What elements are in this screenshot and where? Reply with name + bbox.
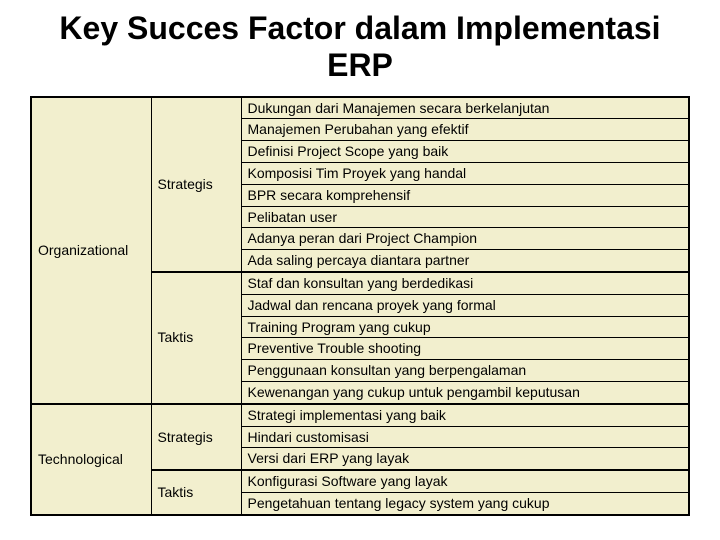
factor-cell: Training Program yang cukup: [241, 316, 689, 338]
factor-cell: Komposisi Tim Proyek yang handal: [241, 162, 689, 184]
dimension-cell: Organizational: [31, 97, 151, 404]
type-cell: Strategis: [151, 97, 241, 272]
factor-cell: Jadwal dan rencana proyek yang formal: [241, 294, 689, 316]
factor-cell: Hindari customisasi: [241, 426, 689, 448]
factor-cell: Konfigurasi Software yang layak: [241, 470, 689, 492]
factor-cell: Versi dari ERP yang layak: [241, 448, 689, 470]
type-cell: Taktis: [151, 272, 241, 404]
type-cell: Strategis: [151, 404, 241, 470]
slide: Key Succes Factor dalam Implementasi ERP…: [0, 0, 720, 540]
dimension-cell: Technological: [31, 404, 151, 515]
factor-cell: Pengetahuan tentang legacy system yang c…: [241, 492, 689, 514]
factor-cell: Manajemen Perubahan yang efektif: [241, 119, 689, 141]
slide-title: Key Succes Factor dalam Implementasi ERP: [30, 10, 690, 84]
table-row: OrganizationalStrategisDukungan dari Man…: [31, 97, 689, 119]
factor-cell: Staf dan konsultan yang berdedikasi: [241, 272, 689, 294]
type-cell: Taktis: [151, 470, 241, 515]
factor-cell: Preventive Trouble shooting: [241, 338, 689, 360]
factor-cell: BPR secara komprehensif: [241, 184, 689, 206]
ksf-table-wrap: OrganizationalStrategisDukungan dari Man…: [30, 96, 690, 516]
factor-cell: Adanya peran dari Project Champion: [241, 228, 689, 250]
factor-cell: Ada saling percaya diantara partner: [241, 250, 689, 272]
table-row: TechnologicalStrategisStrategi implement…: [31, 404, 689, 426]
ksf-table: OrganizationalStrategisDukungan dari Man…: [30, 96, 690, 516]
factor-cell: Strategi implementasi yang baik: [241, 404, 689, 426]
factor-cell: Kewenangan yang cukup untuk pengambil ke…: [241, 381, 689, 403]
factor-cell: Pelibatan user: [241, 206, 689, 228]
ksf-tbody: OrganizationalStrategisDukungan dari Man…: [31, 97, 689, 515]
factor-cell: Dukungan dari Manajemen secara berkelanj…: [241, 97, 689, 119]
factor-cell: Penggunaan konsultan yang berpengalaman: [241, 360, 689, 382]
factor-cell: Definisi Project Scope yang baik: [241, 141, 689, 163]
